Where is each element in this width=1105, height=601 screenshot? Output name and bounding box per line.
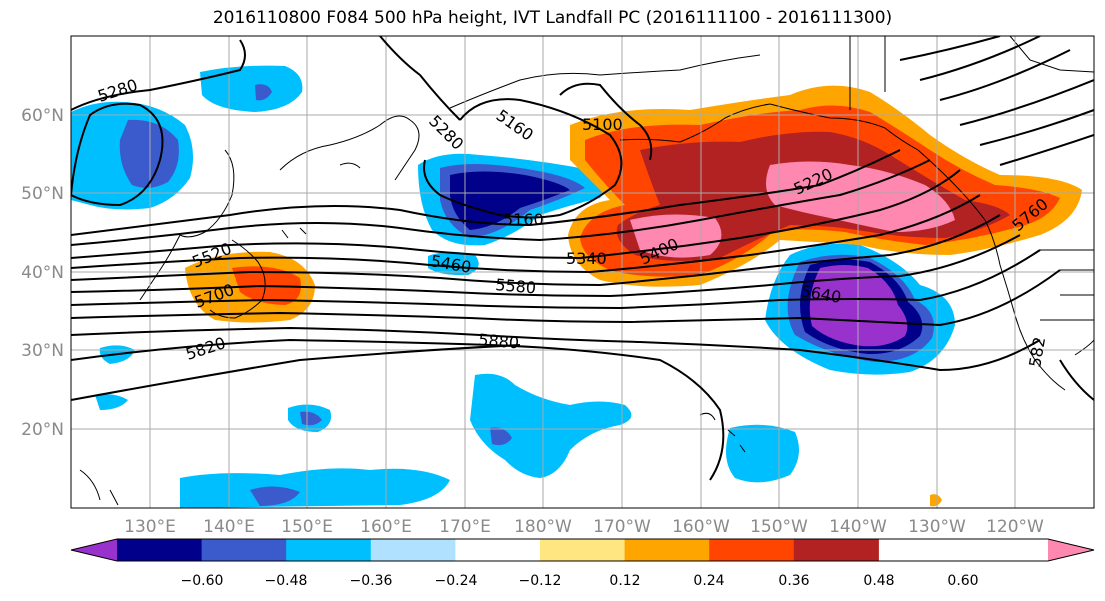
lat-label: 20°N	[21, 420, 64, 440]
colorbar-tick-label: −0.36	[350, 573, 393, 589]
contour-label: 5340	[566, 249, 607, 268]
map-frame	[70, 35, 1095, 509]
shade-subtropical	[470, 373, 632, 478]
longitude-labels: 130°E 140°E 150°E 160°E 170°E 180°W 170°…	[124, 517, 1044, 537]
map-title: 2016110800 F084 500 hPa height, IVT Land…	[212, 8, 893, 28]
colorbar-segment	[286, 539, 372, 561]
colorbar-outline	[70, 538, 1095, 562]
lon-label: 180°W	[514, 517, 572, 537]
lon-label: 150°E	[281, 517, 333, 537]
lon-label: 120°W	[986, 517, 1044, 537]
colorbar-tick-label: 0.36	[778, 573, 809, 589]
lon-label: 140°E	[203, 517, 255, 537]
colorbar-segment	[201, 539, 287, 561]
colorbar-tick-label: −0.48	[265, 573, 308, 589]
contour-label: 5580	[495, 275, 537, 297]
colorbar-extend-left	[71, 539, 117, 561]
lat-label: 50°N	[21, 184, 64, 204]
colorbar-tick-label: 0.60	[947, 573, 978, 589]
colorbar: −0.60 −0.48 −0.36 −0.24 −0.12 0.12 0.24 …	[70, 538, 1095, 589]
lat-label: 60°N	[21, 106, 64, 126]
height-contours	[71, 36, 1094, 481]
lon-label: 140°W	[829, 517, 887, 537]
colorbar-segment	[540, 539, 626, 561]
contour-label: 5160	[503, 210, 544, 229]
lon-label: 130°E	[124, 517, 176, 537]
colorbar-tick-label: −0.12	[519, 573, 562, 589]
shade-kamchatka	[200, 65, 303, 112]
lat-label: 30°N	[21, 341, 64, 361]
latitude-labels: 60°N 50°N 40°N 30°N 20°N	[21, 106, 64, 440]
colorbar-segment	[117, 539, 203, 561]
colorbar-tick-label: 0.24	[693, 573, 724, 589]
lat-label: 40°N	[21, 263, 64, 283]
colorbar-segment	[793, 539, 879, 561]
coastlines	[79, 36, 1094, 506]
colorbar-ticklabels: −0.60 −0.48 −0.36 −0.24 −0.12 0.12 0.24 …	[181, 573, 979, 589]
shade-okhotsk-core	[119, 119, 179, 188]
colorbar-segment	[455, 539, 541, 561]
contour-label: 5100	[582, 115, 623, 134]
lon-label: 170°E	[439, 517, 491, 537]
lon-label: 160°E	[360, 517, 412, 537]
contour-label: 5880	[478, 330, 520, 352]
colorbar-tick-label: −0.24	[435, 573, 478, 589]
colorbar-segment	[624, 539, 710, 561]
colorbar-tick-label: 0.12	[609, 573, 640, 589]
lon-label: 130°W	[908, 517, 966, 537]
colorbar-extend-right	[1048, 539, 1094, 561]
positive-ivt-regions	[185, 85, 1082, 507]
lon-label: 170°W	[593, 517, 651, 537]
colorbar-segment	[709, 539, 795, 561]
lon-label: 160°W	[672, 517, 730, 537]
colorbar-tick-label: −0.60	[181, 573, 224, 589]
colorbar-segment	[370, 539, 456, 561]
lon-label: 150°W	[750, 517, 808, 537]
colorbar-tick-label: 0.48	[863, 573, 894, 589]
